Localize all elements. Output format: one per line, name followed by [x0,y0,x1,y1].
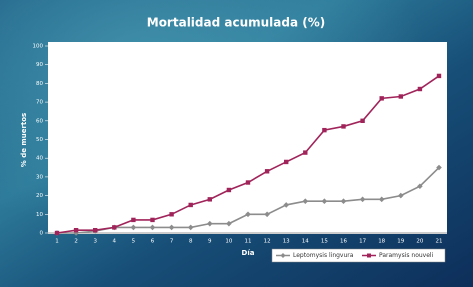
data-point [246,180,250,184]
data-point [284,160,288,164]
data-point [303,150,307,154]
x-tick-label: 19 [397,239,404,245]
x-tick-label: 13 [283,239,290,245]
data-point [399,94,403,98]
x-tick-label: 7 [170,239,174,245]
data-point [380,96,384,100]
x-tick-label: 2 [74,239,78,245]
y-tick-label: 50 [36,137,43,143]
plot-area [48,42,447,234]
legend-marker [367,254,371,258]
y-tick-label: 20 [36,193,43,199]
y-tick-label: 10 [36,212,43,218]
chart: Mortalidad acumulada (%) % de muertos Dí… [0,0,473,287]
y-axis-label: % de muertos [20,113,28,167]
data-point [189,203,193,207]
x-tick-label: 5 [132,239,136,245]
data-point [208,197,212,201]
x-tick-label: 20 [416,239,423,245]
x-tick-label: 9 [208,239,212,245]
x-tick-label: 21 [436,239,443,245]
x-axis-label: Día [242,249,255,257]
x-tick-label: 15 [321,239,328,245]
y-tick-label: 0 [40,231,44,237]
x-tick-label: 8 [189,239,193,245]
x-tick-label: 16 [340,239,347,245]
x-tick-label: 18 [378,239,385,245]
data-point [112,225,116,229]
chart-title: Mortalidad acumulada (%) [147,16,326,30]
data-point [360,119,364,123]
data-point [93,228,97,232]
x-tick-label: 3 [93,239,97,245]
x-tick-label: 10 [225,239,232,245]
data-point [227,188,231,192]
data-point [437,74,441,78]
legend-label: Leptomysis lingvura [293,252,354,259]
x-tick-label: 4 [113,239,117,245]
y-tick-label: 60 [36,118,43,124]
x-tick-label: 6 [151,239,155,245]
y-tick-label: 30 [36,174,43,180]
data-point [55,231,59,235]
x-tick-label: 1 [55,239,59,245]
y-tick-label: 80 [36,81,43,87]
data-point [74,228,78,232]
x-tick-label: 12 [264,239,271,245]
data-point [418,87,422,91]
data-point [131,218,135,222]
y-tick-label: 40 [36,156,43,162]
x-tick-label: 17 [359,239,366,245]
y-tick-label: 100 [33,44,44,50]
data-point [265,169,269,173]
legend: Leptomysis lingvura Paramysis nouveli [272,249,445,262]
x-tick-label: 11 [245,239,252,245]
y-tick-label: 70 [36,100,43,106]
x-tick-label: 14 [302,239,309,245]
y-tick-label: 90 [36,62,43,68]
data-point [341,124,345,128]
legend-label: Paramysis nouveli [379,252,434,259]
data-point [322,128,326,132]
data-point [169,212,173,216]
data-point [150,218,154,222]
